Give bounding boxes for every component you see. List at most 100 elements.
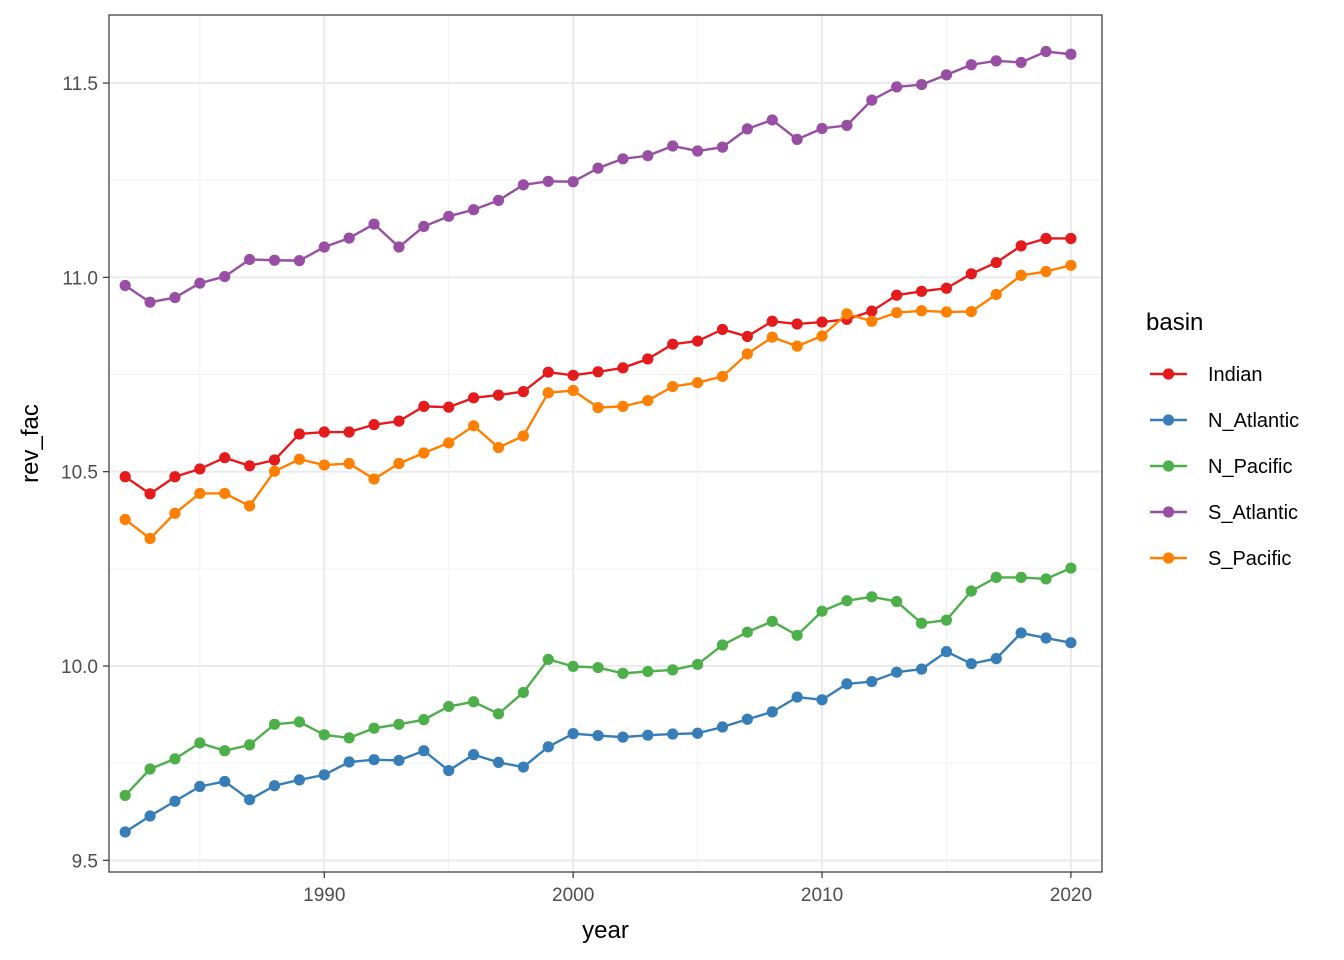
legend-key-point <box>1162 552 1175 564</box>
legend: basin Indian N_Atlantic N_Pacific S_Atlanti… <box>1146 309 1299 570</box>
data-point-n-pacific <box>642 665 654 678</box>
data-point-n-pacific <box>592 661 604 674</box>
data-point-indian <box>368 419 380 431</box>
data-point-s-pacific <box>144 532 156 545</box>
data-point-indian <box>293 428 305 440</box>
data-point-s-atlantic <box>1040 45 1052 58</box>
data-point-n-atlantic <box>1040 632 1052 644</box>
data-point-s-pacific <box>1015 269 1027 282</box>
legend-item-indian: Indian <box>1150 364 1263 386</box>
data-point-s-pacific <box>492 441 505 454</box>
data-point-s-pacific <box>268 465 281 477</box>
data-point-s-pacific <box>244 500 256 512</box>
data-point-s-atlantic <box>418 220 430 233</box>
data-point-indian <box>691 335 704 347</box>
data-point-s-atlantic <box>891 81 903 93</box>
data-point-indian <box>642 353 654 365</box>
legend-title: basin <box>1146 309 1203 336</box>
data-point-indian <box>816 316 828 328</box>
data-point-n-atlantic <box>268 780 281 792</box>
series-indian <box>119 232 1077 500</box>
data-point-n-atlantic <box>741 713 753 725</box>
data-point-n-atlantic <box>443 764 455 777</box>
data-point-s-pacific <box>194 487 206 500</box>
data-point-n-atlantic <box>492 756 505 768</box>
data-point-s-atlantic <box>691 145 704 157</box>
data-point-s-pacific <box>691 377 704 389</box>
data-point-indian <box>443 401 455 413</box>
data-point-s-atlantic <box>741 123 753 135</box>
data-point-indian <box>915 285 928 297</box>
data-point-n-pacific <box>268 718 281 730</box>
data-point-n-pacific <box>716 639 729 651</box>
series-s-pacific <box>119 259 1077 545</box>
data-point-s-pacific <box>517 430 529 442</box>
data-point-n-pacific <box>219 745 231 757</box>
data-point-n-atlantic <box>816 694 828 706</box>
data-point-n-atlantic <box>318 769 330 781</box>
data-point-s-pacific <box>393 457 405 470</box>
data-point-s-pacific <box>169 507 181 519</box>
data-point-s-pacific <box>990 288 1002 301</box>
data-point-n-atlantic <box>119 826 131 838</box>
data-point-n-pacific <box>841 595 853 607</box>
data-point-s-pacific <box>1065 259 1077 271</box>
data-point-s-atlantic <box>915 78 928 91</box>
data-point-n-atlantic <box>169 795 181 807</box>
data-point-indian <box>891 289 903 301</box>
data-point-n-pacific <box>940 614 953 626</box>
data-point-n-pacific <box>343 732 355 744</box>
data-point-s-pacific <box>293 453 305 465</box>
data-point-n-atlantic <box>691 727 704 739</box>
series-n-pacific <box>119 562 1077 802</box>
data-point-indian <box>467 392 480 404</box>
data-point-n-pacific <box>567 660 579 672</box>
data-point-n-pacific <box>1065 562 1077 574</box>
data-point-s-atlantic <box>816 122 828 135</box>
data-point-n-atlantic <box>915 663 928 675</box>
y-tick-label: 9.5 <box>72 851 98 872</box>
data-point-n-pacific <box>915 617 928 629</box>
data-point-s-pacific <box>866 315 878 327</box>
data-point-indian <box>542 366 554 378</box>
legend-key-point <box>1162 506 1175 518</box>
legend-label: N_Pacific <box>1208 456 1292 478</box>
y-tick-label: 11.5 <box>62 74 98 95</box>
data-point-n-atlantic <box>716 721 729 733</box>
data-point-indian <box>716 323 729 336</box>
data-point-s-pacific <box>766 331 778 343</box>
data-point-s-pacific <box>119 513 131 526</box>
data-point-indian <box>567 369 579 381</box>
series-s-atlantic <box>119 45 1077 308</box>
data-point-s-atlantic <box>990 55 1002 67</box>
data-point-s-pacific <box>741 348 753 360</box>
data-point-n-pacific <box>866 591 878 603</box>
data-point-s-atlantic <box>766 114 778 126</box>
data-point-n-pacific <box>293 716 305 728</box>
data-point-s-pacific <box>318 459 330 471</box>
legend-item-n-pacific: N_Pacific <box>1150 456 1292 478</box>
data-point-s-atlantic <box>268 254 281 266</box>
data-point-s-pacific <box>716 370 729 383</box>
data-point-n-atlantic <box>1015 627 1027 639</box>
data-point-n-pacific <box>119 789 131 802</box>
data-point-n-atlantic <box>418 745 430 757</box>
data-point-n-pacific <box>194 737 206 749</box>
data-point-n-atlantic <box>1065 637 1077 649</box>
data-point-n-atlantic <box>965 658 977 670</box>
data-point-s-atlantic <box>965 59 977 71</box>
data-point-n-pacific <box>467 696 480 708</box>
data-point-n-atlantic <box>567 728 579 740</box>
data-point-s-atlantic <box>1065 48 1077 60</box>
data-point-s-atlantic <box>592 162 604 174</box>
axes: 1990 2000 2010 2020 9.5 10.0 10.5 11.0 11.5 <box>61 74 1092 906</box>
data-point-n-atlantic <box>517 761 529 773</box>
data-point-s-pacific <box>791 340 803 352</box>
data-point-indian <box>268 454 281 466</box>
data-point-s-atlantic <box>119 279 131 292</box>
data-point-indian <box>990 256 1002 269</box>
data-point-s-pacific <box>841 308 853 320</box>
series-n-atlantic <box>119 627 1077 838</box>
data-point-indian <box>343 426 355 438</box>
data-point-n-pacific <box>791 629 803 641</box>
